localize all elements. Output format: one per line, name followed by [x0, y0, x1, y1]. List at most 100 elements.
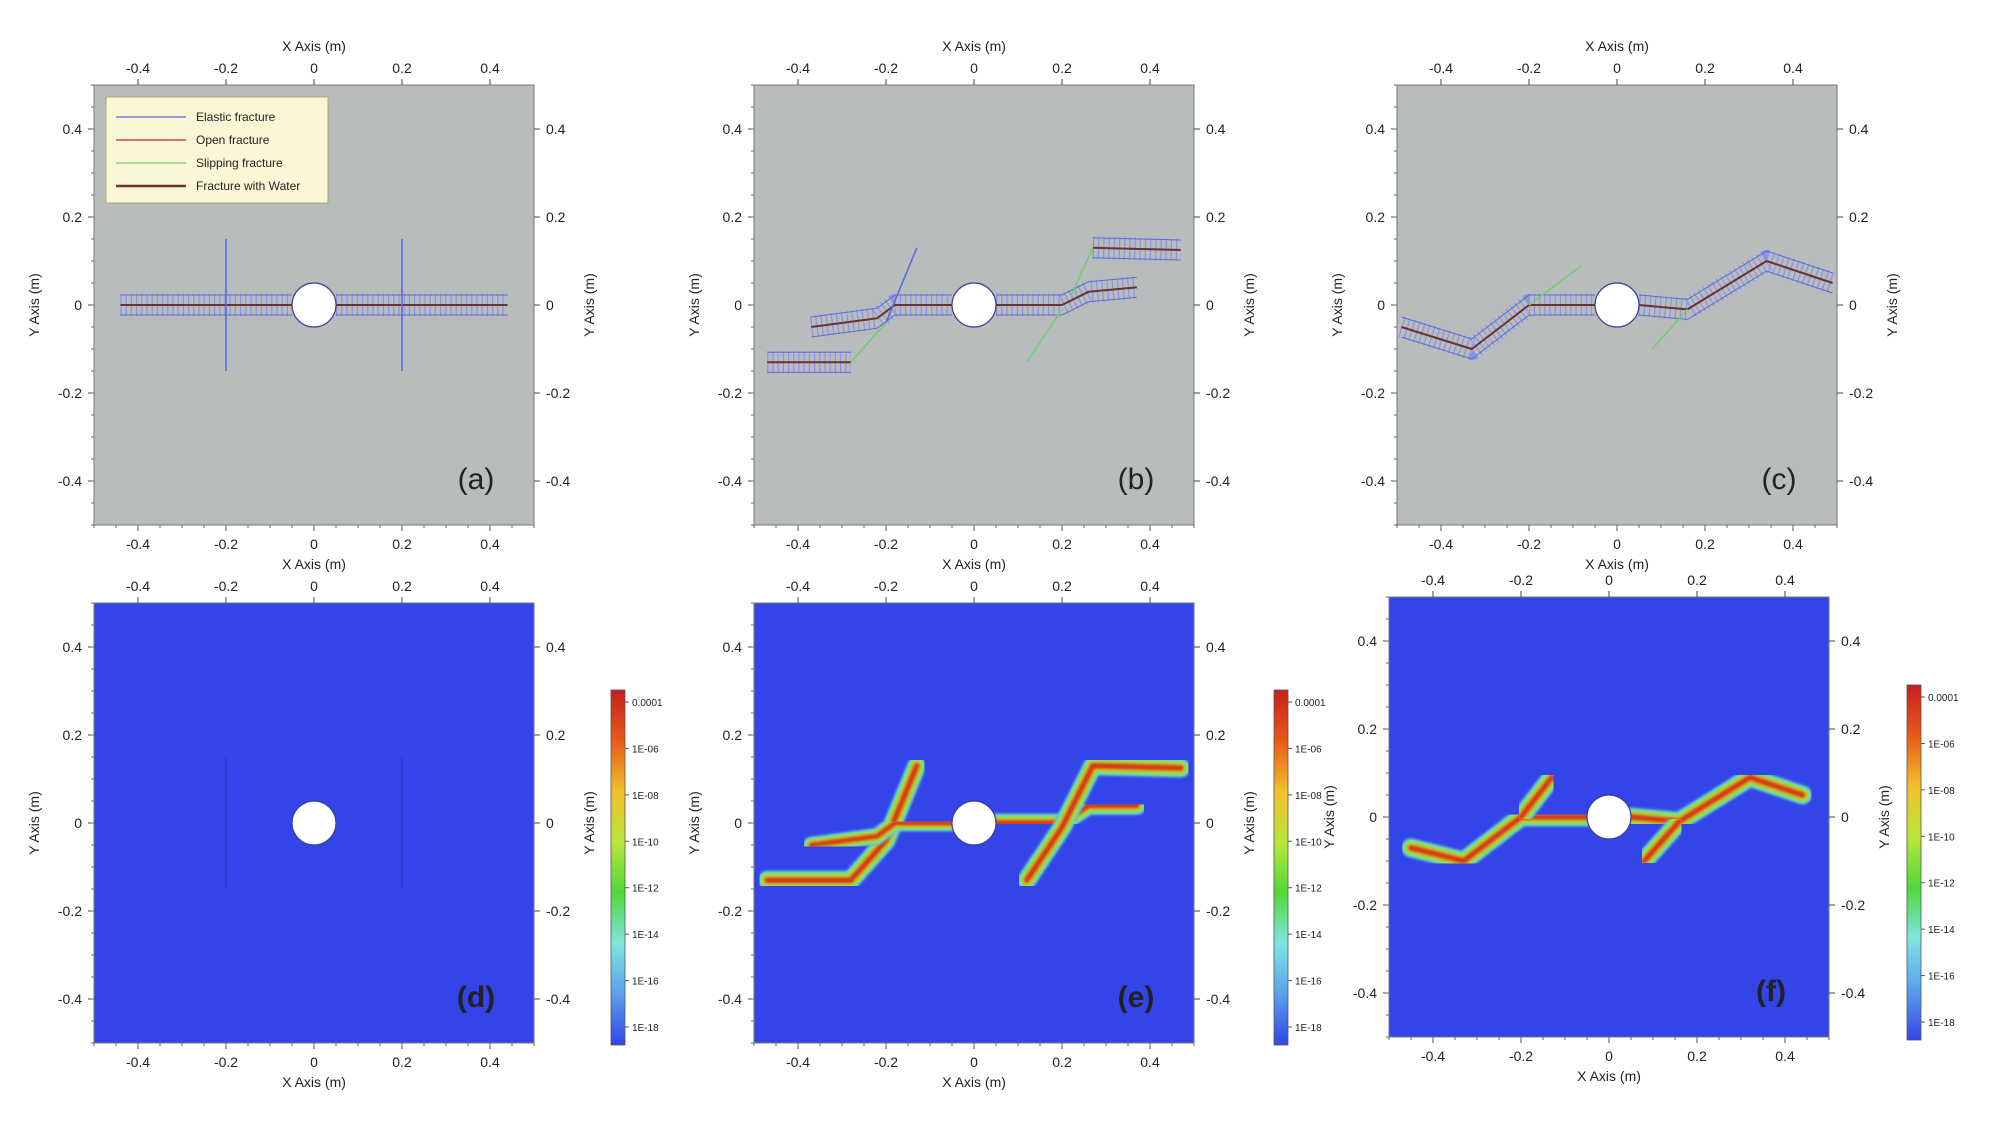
- y-tick-label-right: 0.4: [546, 639, 566, 655]
- y-tick-label-left: 0.2: [1358, 721, 1378, 737]
- x-tick-label-top: 0: [310, 578, 318, 594]
- fracture-mesh-edge: [1401, 294, 1595, 340]
- y-tick-label-right: 0: [1841, 809, 1849, 825]
- borehole: [1586, 794, 1632, 840]
- panel-c: -0.4 -0.4 -0.4 -0.4 -0.2 -0.2 -0.2 -0.2 0 0 0 0 0.2 0…: [1329, 38, 1900, 572]
- fracture-mesh-edge: [996, 296, 1137, 316]
- colorbar: 0.0001 1E-06 1E-08 1E-10 1E-12 1E-14 1E-16 1E-1…: [1273, 689, 1326, 1046]
- y-tick-label-right: 0.2: [1841, 721, 1861, 737]
- x-tick-label-bottom: -0.4: [1429, 536, 1453, 552]
- panel-d: -0.4 -0.4 -0.4 -0.4 -0.2 -0.2 -0.2 -0.2 0 0 0 0 0.2 0…: [26, 578, 663, 1090]
- y-axis-label: Y Axis (m): [1329, 273, 1345, 337]
- y-tick-label-left: 0: [734, 297, 742, 313]
- y-tick-label-right: 0: [1206, 297, 1214, 313]
- panel-label: (e): [1118, 981, 1155, 1014]
- permeability-channel: [1024, 763, 1184, 883]
- plot-content: [105, 757, 523, 889]
- colorbar: 0.0001 1E-06 1E-08 1E-10 1E-12 1E-14 1E-16 1E-1…: [1906, 684, 1959, 1041]
- fracture-slipping: [1070, 247, 1094, 297]
- x-tick-label-top: 0.2: [392, 60, 412, 76]
- y-tick-label-right: -0.2: [1849, 385, 1873, 401]
- plot-content: [757, 756, 1191, 890]
- y-tick-label-right: -0.2: [546, 903, 570, 919]
- x-tick-label-top: 0.4: [1783, 60, 1803, 76]
- x-tick-label-top: 0.2: [1687, 572, 1707, 588]
- x-tick-label-bottom: 0: [310, 1054, 318, 1070]
- y-tick-label-left: 0.4: [1366, 121, 1386, 137]
- legend-entry-label: Slipping fracture: [196, 156, 283, 170]
- x-axis-label-top: X Axis (m): [282, 38, 346, 54]
- y-tick-label-left: 0.2: [63, 209, 83, 225]
- legend-entry-label: Open fracture: [196, 133, 270, 147]
- x-tick-label-top: -0.4: [786, 578, 810, 594]
- y-tick-label-left: -0.2: [1361, 385, 1385, 401]
- colorbar-gradient: [1273, 689, 1289, 1046]
- fracture-water: [1401, 304, 1595, 350]
- panel-label: (a): [458, 463, 495, 496]
- y-tick-label-left: 0.2: [1366, 209, 1386, 225]
- y-tick-label-right: 0.2: [546, 209, 566, 225]
- fracture-water: [996, 286, 1137, 306]
- x-tick-label-bottom: 0.4: [480, 536, 500, 552]
- colorbar-label: 1E-18: [1928, 1018, 1955, 1029]
- fracture-mesh-edge: [1092, 257, 1181, 261]
- panel-label: (b): [1118, 463, 1155, 496]
- y-axis-label-right: Y Axis (m): [1884, 273, 1900, 337]
- y-tick-label-right: 0.2: [1849, 209, 1869, 225]
- y-axis-label-right: Y Axis (m): [1241, 791, 1257, 855]
- fracture-elastic: [885, 247, 918, 323]
- panel-label: (c): [1762, 463, 1797, 496]
- y-axis-label-right: Y Axis (m): [1876, 785, 1892, 849]
- x-tick-label-bottom: 0: [310, 536, 318, 552]
- x-tick-label-top: -0.2: [1517, 60, 1541, 76]
- y-axis-label: Y Axis (m): [26, 273, 42, 337]
- x-axis-label-top: X Axis (m): [1585, 38, 1649, 54]
- x-tick-label-top: 0: [970, 578, 978, 594]
- x-tick-label-top: 0.4: [1140, 578, 1160, 594]
- x-tick-label-bottom: -0.4: [1421, 1048, 1445, 1064]
- x-tick-label-top: 0.4: [480, 578, 500, 594]
- x-tick-label-bottom: -0.2: [1517, 536, 1541, 552]
- x-tick-label-bottom: 0.4: [480, 1054, 500, 1070]
- colorbar-label: 1E-10: [1928, 832, 1955, 843]
- legend-entry-label: Fracture with Water: [196, 179, 300, 193]
- x-axis-label-top: X Axis (m): [942, 38, 1006, 54]
- x-tick-label-bottom: -0.4: [126, 536, 150, 552]
- x-tick-label-bottom: 0.2: [1695, 536, 1715, 552]
- x-tick-label-top: 0.4: [1775, 572, 1795, 588]
- y-tick-label-right: -0.2: [546, 385, 570, 401]
- y-axis-label: Y Axis (m): [686, 273, 702, 337]
- panel-a: -0.4 -0.4 -0.4 -0.4 -0.2 -0.2 -0.2 -0.2 0 0 0 0 0.2 0…: [26, 38, 597, 572]
- y-tick-label-right: 0: [546, 815, 554, 831]
- y-tick-label-left: -0.4: [1353, 985, 1377, 1001]
- borehole: [1594, 282, 1640, 328]
- y-tick-label-right: 0.4: [1849, 121, 1869, 137]
- y-tick-label-left: 0: [1377, 297, 1385, 313]
- fracture-slipping: [850, 322, 887, 363]
- x-tick-label-top: -0.4: [1429, 60, 1453, 76]
- y-tick-label-left: -0.2: [1353, 897, 1377, 913]
- fracture-slipping: [1528, 264, 1583, 306]
- colorbar-label: 1E-12: [1928, 879, 1955, 890]
- colorbar-label: 1E-10: [632, 837, 659, 848]
- y-tick-label-left: -0.4: [718, 991, 742, 1007]
- x-axis-label: X Axis (m): [282, 1074, 346, 1090]
- y-tick-label-left: 0.2: [63, 727, 83, 743]
- x-axis-label: X Axis (m): [1585, 556, 1649, 572]
- x-axis-label: X Axis (m): [942, 1074, 1006, 1090]
- y-tick-label-left: 0.4: [723, 639, 743, 655]
- y-tick-label-left: -0.4: [1361, 473, 1385, 489]
- colorbar-label: 1E-06: [632, 744, 659, 755]
- y-tick-label-right: -0.4: [1206, 991, 1230, 1007]
- y-tick-label-left: 0.4: [63, 639, 83, 655]
- permeability-channel: [1628, 774, 1806, 825]
- y-tick-label-left: 0.4: [1358, 633, 1378, 649]
- colorbar-label: 1E-16: [1928, 972, 1955, 983]
- x-tick-label-top: -0.2: [214, 60, 238, 76]
- permeability-channel: [1408, 814, 1590, 864]
- y-tick-label-right: -0.4: [546, 473, 570, 489]
- x-tick-label-top: -0.2: [1509, 572, 1533, 588]
- x-tick-label-bottom: 0.2: [1052, 536, 1072, 552]
- x-tick-label-bottom: -0.2: [214, 536, 238, 552]
